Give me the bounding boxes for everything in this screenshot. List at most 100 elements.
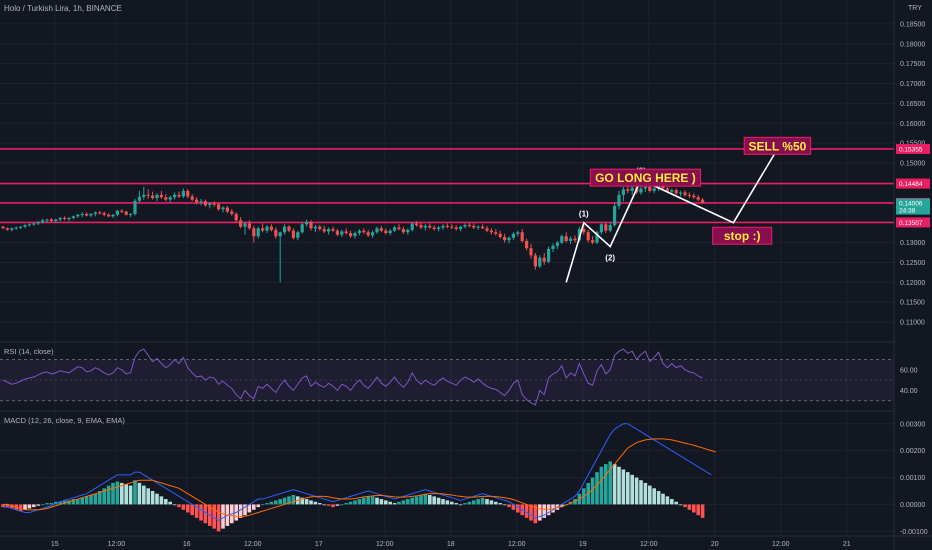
candle-body xyxy=(415,223,419,226)
candle-body xyxy=(608,225,612,231)
macd-histogram-bar xyxy=(604,464,608,505)
price-tick-label[interactable]: 0.16000 xyxy=(900,121,925,128)
macd-histogram-bar xyxy=(432,496,436,505)
annotation-text: GO LONG HERE ) xyxy=(595,171,696,185)
price-tick-label[interactable]: 0.12000 xyxy=(900,280,925,287)
macd-tick-label[interactable]: -0.00100 xyxy=(900,529,928,536)
candle-body xyxy=(19,226,23,228)
time-tick-label[interactable]: 15 xyxy=(51,541,59,548)
macd-histogram-bar xyxy=(538,504,542,521)
candle-body xyxy=(186,190,190,197)
macd-histogram-bar xyxy=(203,504,208,524)
macd-histogram-bar xyxy=(494,501,498,505)
macd-title[interactable]: MACD (12, 26, close, 9, EMA, EMA) xyxy=(4,416,125,425)
time-axis[interactable]: 15 12:00 16 12:00 17 12:00 18 12:00 19 12:00 20 12:… xyxy=(51,541,851,548)
candle-body xyxy=(203,201,207,206)
candle-body xyxy=(93,212,97,214)
candle-body xyxy=(683,192,687,195)
price-tick-label[interactable]: 0.11500 xyxy=(900,300,925,307)
candle-body xyxy=(305,221,309,225)
rsi-tick-label[interactable]: 60.00 xyxy=(900,367,918,374)
candle-body xyxy=(375,228,379,233)
candle-body xyxy=(397,227,401,230)
time-tick-label[interactable]: 17 xyxy=(315,541,323,548)
annotations[interactable]: SELL %50 GO LONG HERE ) stop :) xyxy=(589,136,812,245)
price-tick-label[interactable]: 0.18500 xyxy=(900,21,925,28)
wave-label[interactable]: (2) xyxy=(605,254,615,263)
candle-body xyxy=(525,240,529,249)
macd-histogram-bar xyxy=(590,477,595,505)
candle-body xyxy=(538,257,542,267)
candle-body xyxy=(296,232,300,238)
macd-histogram-bar xyxy=(318,503,322,505)
price-tick-label[interactable]: 0.18000 xyxy=(900,41,925,48)
rsi-line xyxy=(2,348,703,406)
annotation-label[interactable]: stop :) xyxy=(712,226,773,245)
annotation-label[interactable]: GO LONG HERE ) xyxy=(589,168,701,187)
candle-body xyxy=(243,223,247,227)
candle-body xyxy=(617,194,621,206)
candle-body xyxy=(318,226,322,230)
macd-histogram-bar xyxy=(476,499,480,505)
candle-body xyxy=(696,197,700,200)
current-price-tag xyxy=(896,198,930,215)
candle-body xyxy=(674,190,678,194)
annotation-label[interactable]: SELL %50 xyxy=(743,136,812,155)
candle-body xyxy=(159,194,163,198)
time-tick-label[interactable]: 21 xyxy=(843,541,851,548)
candle-body xyxy=(406,229,410,233)
wave-path[interactable] xyxy=(565,148,779,283)
candle-body xyxy=(595,232,599,243)
bar-countdown-label: 24:38 xyxy=(899,208,916,215)
time-tick-label[interactable]: 18 xyxy=(447,541,455,548)
candle-body xyxy=(384,230,388,234)
price-tick-label[interactable]: 0.13000 xyxy=(900,240,925,247)
wave-label[interactable]: (1) xyxy=(579,210,589,219)
candle-body xyxy=(85,213,89,216)
price-tick-label[interactable]: 0.12500 xyxy=(900,260,925,267)
time-tick-label[interactable]: 12:00 xyxy=(508,541,526,548)
macd-tick-label[interactable]: 0.00200 xyxy=(900,448,925,455)
macd-histogram-bar xyxy=(507,504,511,508)
candle-body xyxy=(643,186,647,189)
macd-tick-label[interactable]: 0.00300 xyxy=(900,421,925,428)
macd-histogram-bar xyxy=(93,493,98,505)
candle-body xyxy=(630,187,634,191)
time-tick-label[interactable]: 12:00 xyxy=(244,541,262,548)
candle-body xyxy=(648,186,652,191)
macd-histogram-bar xyxy=(322,504,326,506)
macd-histogram-bar xyxy=(595,472,599,505)
macd-histogram-bar xyxy=(155,493,159,505)
annotation-text: SELL %50 xyxy=(748,139,806,153)
macd-histogram-bar xyxy=(45,503,49,505)
rsi-tick-label[interactable]: 40.00 xyxy=(900,388,918,395)
price-tick-label[interactable]: 0.16500 xyxy=(900,101,925,108)
macd-histogram-bar xyxy=(652,488,656,505)
macd-histogram-bar xyxy=(252,504,256,510)
time-tick-label[interactable]: 12:00 xyxy=(108,541,126,548)
rsi-title[interactable]: RSI (14, close) xyxy=(4,347,54,356)
candle-body xyxy=(353,233,357,237)
candle-body xyxy=(225,207,229,212)
time-tick-label[interactable]: 12:00 xyxy=(376,541,394,548)
macd-tick-label[interactable]: 0.00100 xyxy=(900,475,925,482)
price-tick-label[interactable]: 0.15000 xyxy=(900,161,925,168)
time-tick-label[interactable]: 20 xyxy=(711,541,719,548)
time-tick-label[interactable]: 16 xyxy=(183,541,191,548)
price-tick-label[interactable]: 0.17000 xyxy=(900,81,925,88)
candle-body xyxy=(331,229,335,231)
price-tick-label[interactable]: 0.11000 xyxy=(900,320,925,327)
price-axis[interactable]: 0.11000 0.11500 0.12000 0.12500 0.13000 0.135… xyxy=(896,21,930,536)
candle-body xyxy=(217,204,221,210)
annotation-box xyxy=(743,136,812,155)
candle-body xyxy=(269,226,273,230)
macd-tick-label[interactable]: 0.00000 xyxy=(900,502,925,509)
time-tick-label[interactable]: 12:00 xyxy=(640,541,658,548)
time-tick-label[interactable]: 19 xyxy=(579,541,587,548)
candle-body xyxy=(582,229,586,233)
candle-body xyxy=(247,223,251,229)
price-tick-label[interactable]: 0.17500 xyxy=(900,61,925,68)
time-tick-label[interactable]: 12:00 xyxy=(772,541,790,548)
candle-body xyxy=(142,194,146,197)
